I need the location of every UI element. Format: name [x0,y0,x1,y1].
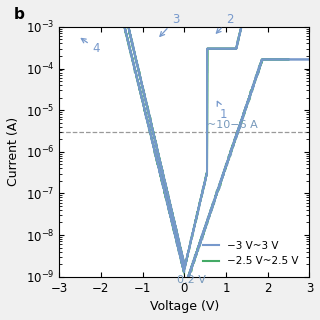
Text: 2: 2 [216,13,234,33]
Text: 0.2 V: 0.2 V [177,275,206,285]
Text: ~10−6 A: ~10−6 A [207,120,258,130]
Text: b: b [14,7,25,22]
Text: 4: 4 [81,38,100,55]
Text: 1: 1 [217,101,227,121]
Legend: −3 V~3 V, −2.5 V~2.5 V: −3 V~3 V, −2.5 V~2.5 V [198,236,304,271]
Y-axis label: Current (A): Current (A) [7,117,20,186]
X-axis label: Voltage (V): Voltage (V) [150,300,219,313]
Text: 3: 3 [160,13,179,36]
